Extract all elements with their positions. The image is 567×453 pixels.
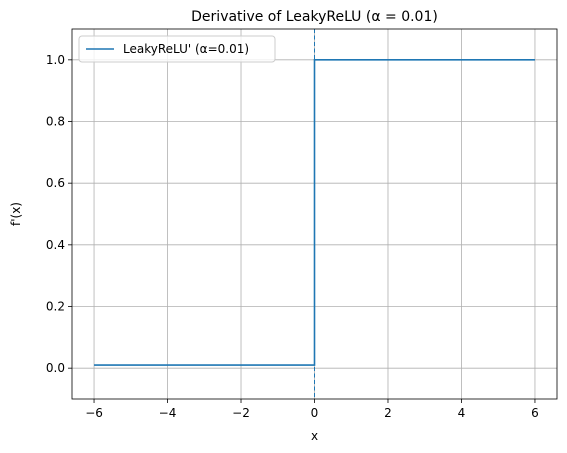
chart-title: Derivative of LeakyReLU (α = 0.01) [191,9,438,25]
x-tick-label: −4 [159,406,177,420]
y-tick-label: 1.0 [46,53,65,67]
x-tick-label: 6 [531,406,539,420]
y-axis-label: f'(x) [9,202,23,226]
x-axis-label: x [311,429,318,443]
legend-label: LeakyReLU' (α=0.01) [123,42,249,56]
y-tick-label: 0.6 [46,176,65,190]
y-tick-label: 0.8 [46,115,65,129]
y-tick-label: 0.0 [46,361,65,375]
ticks: −6 −4 −2 0 2 4 6 0.0 0.2 0.4 0.6 0.8 1.0 [46,53,539,420]
series-line [94,59,535,366]
legend: LeakyReLU' (α=0.01) [78,35,276,63]
plot-area [94,29,535,399]
x-tick-label: 2 [384,406,392,420]
y-tick-label: 0.4 [46,238,65,252]
y-tick-label: 0.2 [46,300,65,314]
x-tick-label: −6 [85,406,103,420]
legend-box [78,35,276,63]
x-tick-label: 0 [311,406,319,420]
x-tick-label: 4 [458,406,466,420]
x-tick-label: −2 [232,406,250,420]
